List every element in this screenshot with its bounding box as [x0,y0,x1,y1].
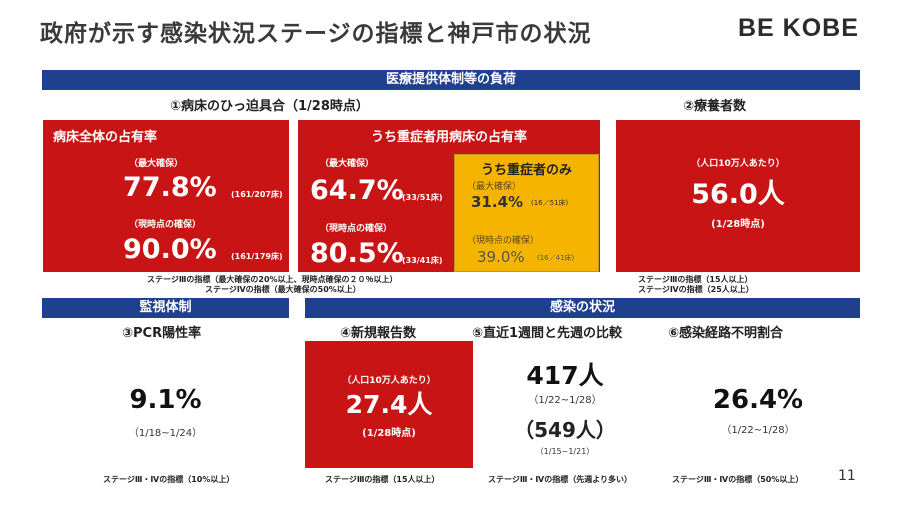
page-title: 政府が示す感染状況ステージの指標と神戸市の状況 [40,21,592,47]
stage3-patients-criteria: ステージⅢの指標（15人以上） [638,275,753,284]
value-current-secured: 39.0% [477,248,525,266]
date-patients: (1/28時点) [711,219,765,230]
label-per-100k: （人口10万人あたり） [691,159,785,169]
section-header-infection: 感染の状況 [305,298,860,318]
detail-current-secured: (33/41床) [402,256,443,265]
value-last-week: （549人） [514,418,616,442]
subheading-unknown-route: ⑥感染経路不明割合 [668,326,784,341]
subheading-pcr: ③PCR陽性率 [122,326,202,341]
value-patients: 56.0人 [691,179,785,210]
be-kobe-logo: BE KOBE [738,14,859,42]
date-pcr: （1/18~1/24） [128,428,203,439]
stage-weekly-criteria: ステージⅢ・Ⅳの指標（先週より多い） [488,475,633,484]
detail-max-secured: (161/207床) [231,190,283,199]
subheading-bed-occupancy: ①病床のひっ迫具合（1/28時点） [170,99,369,114]
stage-pcr-criteria: ステージⅢ・Ⅳの指標（10%以上） [103,475,235,484]
date-last-week: （1/15~1/21） [535,447,595,456]
value-current-secured: 80.5% [310,238,404,269]
box-total-bed-occupancy: 病床全体の占有率 （最大確保） 77.8% (161/207床) （現時点の確保… [43,120,289,272]
date-this-week: （1/22~1/28） [528,395,602,406]
label-max-secured: （最大確保） [129,159,184,169]
box-severe-bed-occupancy: うち重症者用病床の占有率 （最大確保） 64.7% (33/51床) （現時点の… [298,120,600,272]
box-title: うち重症者用病床の占有率 [370,130,527,145]
value-this-week: 417人 [526,361,604,390]
stage-unknown-route-criteria: ステージⅢ・Ⅳの指標（50%以上） [672,475,804,484]
box-patients-under-care: （人口10万人あたり） 56.0人 (1/28時点) [616,120,860,272]
value-pcr-positivity: 9.1% [129,385,202,415]
label-max-secured: （最大確保） [467,182,522,192]
detail-current-secured: (161/179床) [231,252,283,261]
date-unknown-route: （1/22~1/28） [721,425,795,436]
value-max-secured: 64.7% [310,175,404,206]
box-severe-only: うち重症者のみ （最大確保） 31.4% (16／51床) （現時点の確保） 3… [454,154,599,272]
stage4-bed-criteria: ステージⅣの指標（最大確保の50%以上） [205,285,361,294]
stage4-patients-criteria: ステージⅣの指標（25人以上） [638,285,754,294]
value-current-secured: 90.0% [123,234,217,265]
subheading-new-cases: ④新規報告数 [340,326,417,341]
date-new-cases: (1/28時点) [362,428,416,439]
detail-max-secured: (33/51床) [402,193,443,202]
subheading-patients: ②療養者数 [683,99,747,114]
detail-current-secured: (16／41床) [537,254,575,262]
detail-max-secured: (16／51床) [531,199,569,207]
section-header-monitoring: 監視体制 [42,298,289,318]
section-header-medical-load: 医療提供体制等の負荷 [42,70,860,90]
stage3-bed-criteria: ステージⅢの指標（最大確保の20%以上、現時点確保の２０％以上） [147,275,398,284]
box-title: うち重症者のみ [480,163,572,178]
value-max-secured: 77.8% [123,172,217,203]
label-per-100k: （人口10万人あたり） [342,376,436,386]
stage-new-cases-criteria: ステージⅢの指標（15人以上） [325,475,440,484]
value-max-secured: 31.4% [471,193,524,211]
label-current-secured: （現時点の確保） [129,220,202,230]
box-new-cases: （人口10万人あたり） 27.4人 (1/28時点) [305,341,473,468]
label-current-secured: （現時点の確保） [467,236,540,246]
subheading-weekly-compare: ⑤直近1週間と先週の比較 [472,326,623,341]
box-title: 病床全体の占有率 [53,130,158,145]
value-new-cases: 27.4人 [345,390,433,419]
label-max-secured: （最大確保） [320,159,375,169]
label-current-secured: （現時点の確保） [320,224,393,234]
value-unknown-route: 26.4% [712,385,804,415]
page-number: 11 [838,468,856,484]
